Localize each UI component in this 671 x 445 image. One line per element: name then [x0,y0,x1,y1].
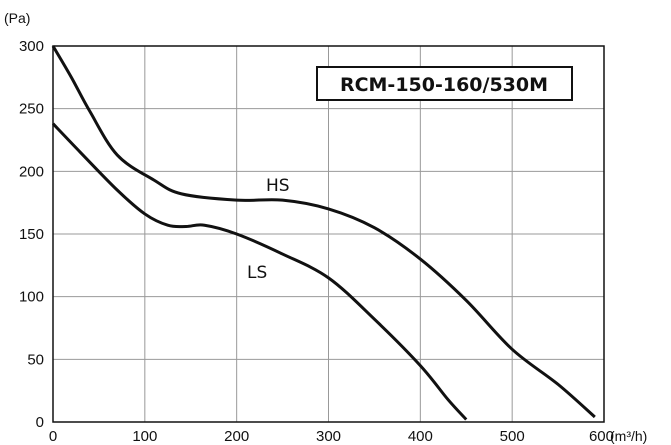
x-tick-label: 200 [224,428,249,445]
axis-ticks: 0 100 200 300 400 500 600 0 50 100 150 200 250 300 [19,38,614,445]
chart-title-box: RCM-150-160/530M [316,66,573,101]
x-tick-label: 100 [132,428,157,445]
chart-title: RCM-150-160/530M [340,74,548,96]
plot-frame [52,45,605,423]
series-line-hs [51,45,596,419]
series-line-ls [51,122,468,421]
x-tick-label: 300 [316,428,341,445]
x-tick-label: 0 [49,428,57,445]
y-axis-unit-label: (Pa) [4,10,30,26]
x-axis-unit-label: (m³/h) [610,428,647,444]
y-tick-label: 150 [19,226,44,243]
x-tick-label: 600 [589,428,614,445]
y-tick-label: 50 [27,351,44,368]
y-tick-label: 300 [19,38,44,55]
grid [52,45,605,423]
curve-label-hs: HS [266,176,290,196]
y-tick-label: 200 [19,163,44,180]
x-tick-label: 400 [408,428,433,445]
y-tick-label: 100 [19,289,44,306]
series-lines [51,45,596,421]
curve-label-ls: LS [247,263,267,283]
y-tick-label: 0 [36,414,44,431]
x-tick-label: 500 [500,428,525,445]
y-tick-label: 250 [19,101,44,118]
